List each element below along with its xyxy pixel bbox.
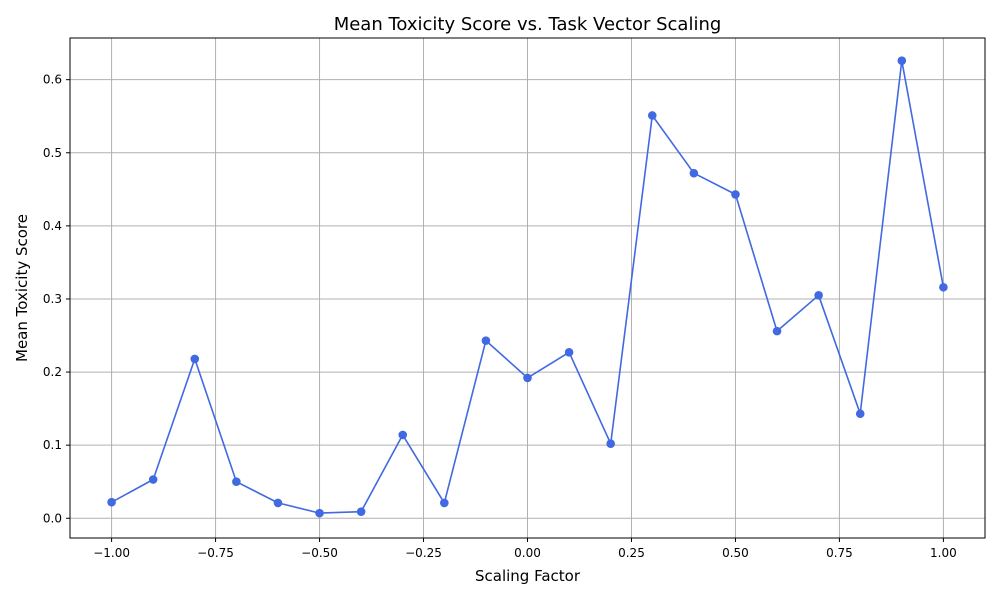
- data-point: [440, 498, 449, 508]
- data-point: [232, 477, 241, 487]
- data-point: [731, 190, 740, 199]
- data-point: [564, 348, 574, 357]
- data-point: [814, 291, 823, 300]
- data-point: [855, 409, 865, 419]
- axis-ticks: −1.00 −0.75 −0.50 −0.25 0.00 0.25 0.50 0.75 1.00…: [43, 73, 957, 560]
- data-point: [772, 326, 782, 336]
- data-point: [107, 497, 116, 507]
- data-point: [356, 507, 366, 516]
- data-point: [523, 373, 532, 383]
- data-point: [190, 354, 200, 364]
- x-axis-title: Scaling Factor: [475, 567, 581, 585]
- data-point: [398, 430, 408, 440]
- data-point: [481, 336, 491, 345]
- y-tick-label: 0.1: [43, 438, 62, 452]
- y-tick-label: 0.0: [43, 511, 62, 525]
- y-tick-label: 0.5: [43, 146, 62, 160]
- y-tick-label: 0.2: [43, 365, 62, 379]
- x-tick-label: 0.75: [826, 546, 853, 560]
- data-point: [606, 439, 615, 449]
- y-tick-label: 0.6: [43, 73, 62, 87]
- x-tick-label: −0.50: [301, 546, 338, 560]
- y-tick-label: 0.4: [43, 219, 62, 233]
- x-tick-label: 1.00: [930, 546, 957, 560]
- x-tick-label: 0.00: [514, 546, 541, 560]
- y-tick-label: 0.3: [43, 292, 62, 306]
- data-point: [689, 168, 699, 178]
- data-point: [897, 56, 907, 65]
- x-tick-label: 0.50: [722, 546, 749, 560]
- grid-lines: [70, 38, 985, 538]
- x-tick-label: −1.00: [93, 546, 130, 560]
- data-point: [273, 498, 283, 508]
- y-axis-title: Mean Toxicity Score: [13, 214, 31, 362]
- x-tick-label: −0.75: [197, 546, 234, 560]
- x-tick-label: 0.25: [618, 546, 645, 560]
- data-point: [647, 111, 657, 120]
- data-point: [315, 508, 324, 518]
- x-tick-label: −0.25: [405, 546, 442, 560]
- data-point: [148, 475, 158, 484]
- series-layer: [107, 56, 948, 518]
- chart-title: Mean Toxicity Score vs. Task Vector Scal…: [334, 14, 722, 35]
- data-point: [939, 282, 948, 292]
